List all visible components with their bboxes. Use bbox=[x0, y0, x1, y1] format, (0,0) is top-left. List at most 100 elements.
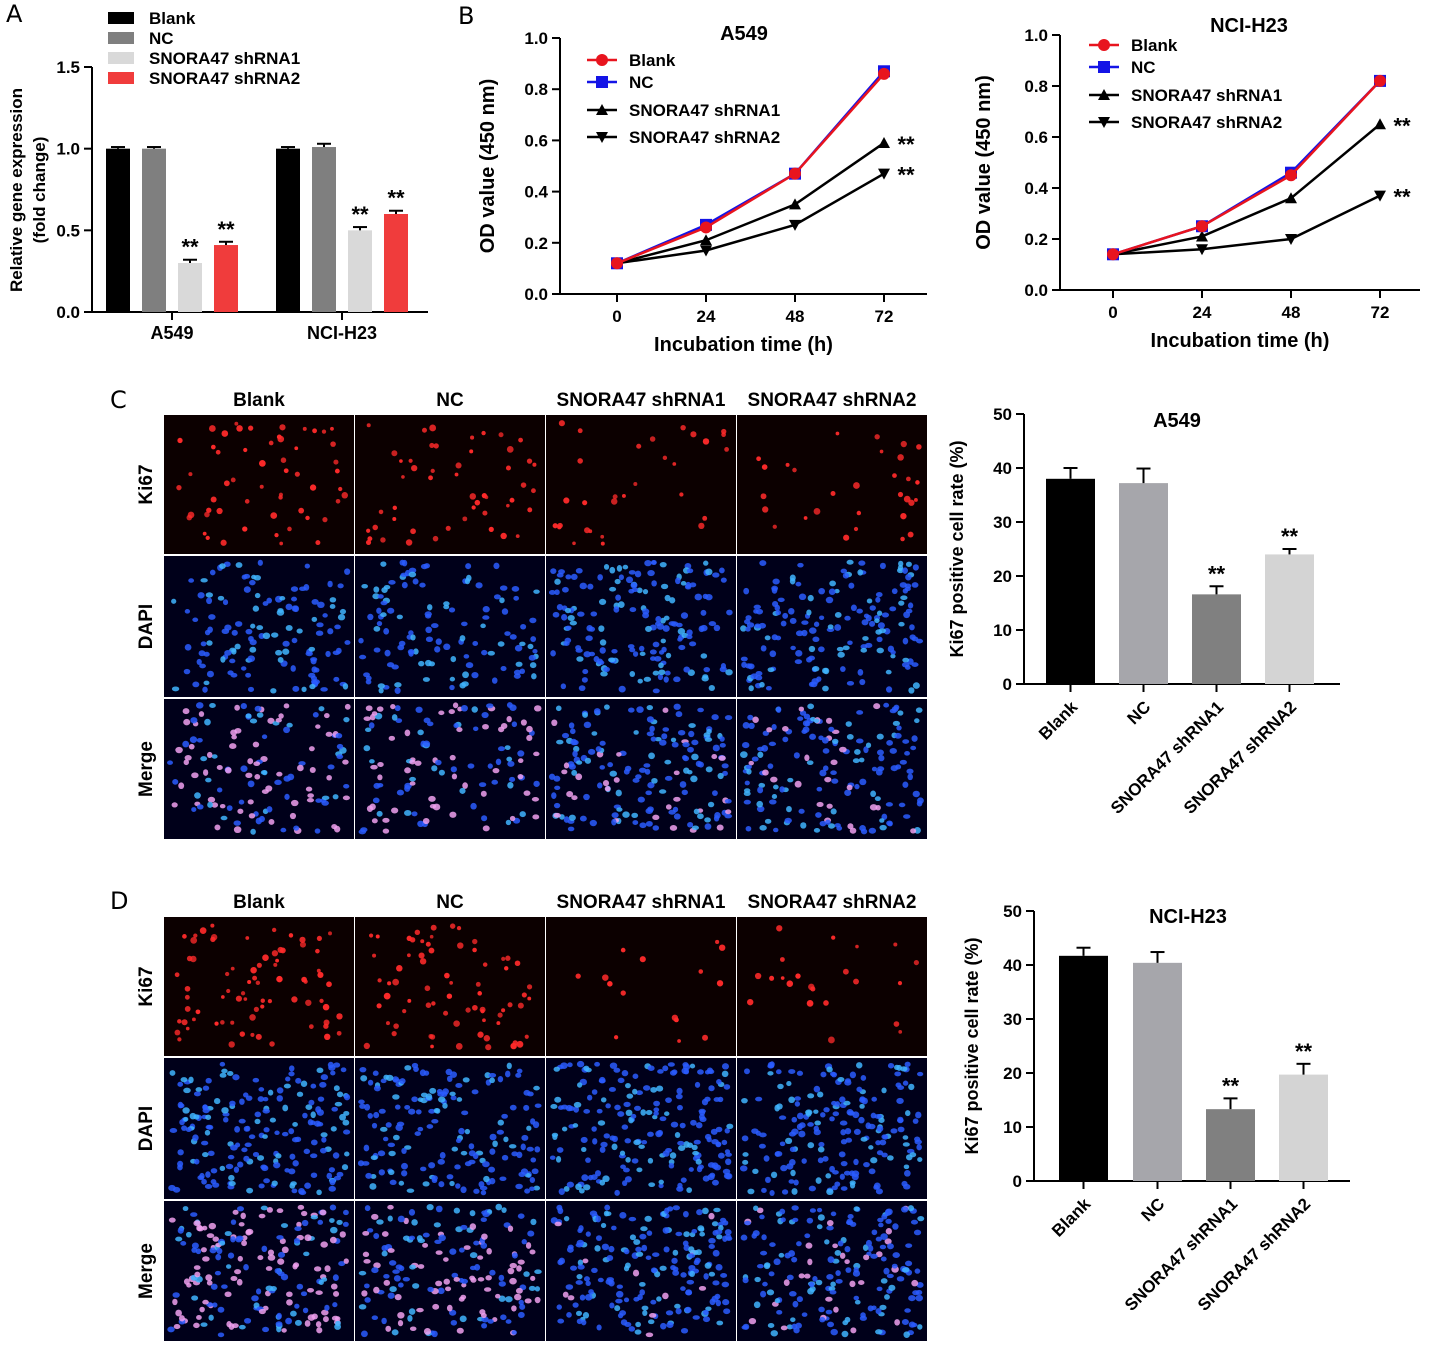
micro-d-nucleus-dot bbox=[324, 1265, 331, 1273]
micro-d-nucleus-dot bbox=[776, 1309, 783, 1315]
micro-d-nucleus-dot bbox=[214, 1270, 222, 1276]
micro-d-nucleus-dot bbox=[212, 1236, 219, 1242]
micro-c-nucleus-dot bbox=[616, 752, 622, 757]
micro-c-nucleus-dot bbox=[854, 783, 860, 790]
micro-c-nucleus-dot bbox=[687, 746, 694, 753]
micro-d-nucleus-dot bbox=[453, 1207, 461, 1214]
micro-c-ki67-dot bbox=[914, 498, 918, 502]
micro-c-nucleus-dot bbox=[702, 674, 709, 679]
micro-d-nucleus-dot bbox=[687, 1253, 696, 1259]
micro-d-nucleus-dot bbox=[668, 1162, 675, 1169]
micro-c-nucleus-dot bbox=[675, 577, 681, 585]
micro-d-nucleus-dot bbox=[741, 1135, 749, 1142]
micro-c-nucleus-dot bbox=[658, 669, 666, 676]
micro-c-nucleus-dot bbox=[759, 681, 765, 688]
micro-c-nucleus-dot bbox=[856, 710, 864, 715]
micro-d-nucleus-dot bbox=[488, 1072, 497, 1078]
micro-d-nucleus-dot bbox=[401, 1147, 407, 1154]
micro-d-nucleus-dot bbox=[419, 1069, 426, 1077]
micro-d-nucleus-dot bbox=[584, 1293, 593, 1301]
chart-b1-series-line-3 bbox=[616, 172, 885, 265]
micro-d-nucleus-dot bbox=[660, 1322, 667, 1330]
micro-d-nucleus-dot bbox=[786, 1081, 792, 1087]
micro-d-nucleus-dot bbox=[267, 1254, 276, 1261]
micro-c-nucleus-dot bbox=[192, 617, 199, 622]
micro-d-ki67-dot bbox=[516, 1040, 524, 1048]
micro-c-nucleus-dot bbox=[745, 615, 752, 621]
micro-d-nucleus-dot bbox=[804, 1233, 811, 1239]
chart-d2-category-0: Blank bbox=[1048, 1194, 1095, 1241]
micro-c-nucleus-dot bbox=[429, 804, 437, 809]
micro-c-nucleus-dot bbox=[311, 598, 319, 605]
micro-d-nucleus-dot bbox=[594, 1061, 601, 1067]
micro-c-nucleus-dot bbox=[652, 670, 660, 676]
micro-c-nucleus-dot bbox=[822, 765, 829, 772]
micro-c-nucleus-dot bbox=[831, 778, 839, 784]
micro-d-nucleus-dot bbox=[769, 1061, 775, 1068]
micro-d-nucleus-dot bbox=[335, 1320, 341, 1327]
micro-c-nucleus-dot bbox=[759, 560, 767, 566]
micro-c-nucleus-dot bbox=[910, 828, 917, 834]
micro-d-nucleus-dot bbox=[169, 1127, 178, 1134]
micro-d-ki67-dot bbox=[407, 953, 411, 958]
micro-d-nucleus-dot bbox=[197, 1225, 204, 1232]
chart-a-bar-1-0 bbox=[276, 148, 300, 312]
micro-d-ki67-dot bbox=[482, 1018, 486, 1023]
micro-c-nucleus-dot bbox=[247, 758, 254, 765]
micro-c-ki67-dot bbox=[915, 480, 920, 485]
micro-d-nucleus-dot bbox=[583, 1276, 590, 1282]
chart-c2-ytick-label-4: 40 bbox=[993, 459, 1012, 478]
micro-d-nucleus-dot bbox=[501, 1207, 507, 1213]
micro-c-nucleus-dot bbox=[380, 612, 387, 618]
micro-d-nucleus-dot bbox=[861, 1097, 868, 1105]
micro-c-nucleus-dot bbox=[864, 642, 873, 649]
micro-d-nucleus-dot bbox=[202, 1256, 210, 1262]
micro-c-nucleus-dot bbox=[371, 711, 378, 716]
micro-d-nucleus-dot bbox=[334, 1101, 343, 1107]
micro-c-nucleus-dot bbox=[857, 669, 864, 676]
micro-c-nucleus-dot bbox=[724, 715, 733, 721]
micro-c-nucleus-dot bbox=[182, 708, 190, 715]
chart-b1-ytick-label-5: 1.0 bbox=[524, 29, 548, 48]
micro-c-nucleus-dot bbox=[609, 770, 618, 777]
micro-d-nucleus-dot bbox=[373, 1286, 380, 1294]
micro-d-nucleus-dot bbox=[497, 1075, 504, 1083]
micro-d-nucleus-dot bbox=[704, 1262, 712, 1269]
micro-c-nucleus-dot bbox=[364, 727, 372, 733]
micro-d-nucleus-dot bbox=[320, 1074, 329, 1081]
micro-d-nucleus-dot bbox=[567, 1295, 575, 1301]
micro-d-nucleus-dot bbox=[449, 1071, 457, 1078]
micro-d-nucleus-dot bbox=[237, 1255, 243, 1262]
micro-c-nucleus-dot bbox=[514, 644, 523, 652]
micro-c-nucleus-dot bbox=[235, 562, 243, 568]
micro-c-nucleus-dot bbox=[704, 737, 713, 742]
chart-b1-point-3-1 bbox=[700, 245, 712, 257]
micro-c-nucleus-dot bbox=[812, 636, 820, 643]
micro-d-nucleus-dot bbox=[633, 1296, 640, 1302]
micro-d-ki67-dot bbox=[482, 962, 488, 967]
chart-b2-point-3-1 bbox=[1196, 244, 1208, 256]
micro-d-nucleus-dot bbox=[827, 1321, 835, 1328]
micro-d-nucleus-dot bbox=[330, 1226, 338, 1234]
micro-d-nucleus-dot bbox=[716, 1234, 723, 1240]
micro-d-nucleus-dot bbox=[205, 1114, 212, 1120]
micro-d-nucleus-dot bbox=[258, 1183, 265, 1189]
micro-c-nucleus-dot bbox=[675, 711, 683, 718]
chart-c2-ytick-label-0: 0 bbox=[1003, 675, 1012, 694]
micro-d-nucleus-dot bbox=[515, 1072, 522, 1078]
chart-c2-ytick-label-2: 20 bbox=[993, 567, 1012, 586]
micro-c-nucleus-dot bbox=[380, 600, 388, 606]
micro-d-nucleus-dot bbox=[474, 1263, 481, 1271]
micro-d-nucleus-dot bbox=[760, 1250, 768, 1256]
micro-c-nucleus-dot bbox=[677, 729, 686, 736]
micro-c-nucleus-dot bbox=[513, 669, 522, 676]
micro-c-nucleus-dot bbox=[505, 819, 512, 826]
micro-c-nucleus-dot bbox=[905, 573, 912, 581]
micro-d-nucleus-dot bbox=[566, 1311, 572, 1318]
micro-c-ki67-dot bbox=[474, 499, 481, 506]
micro-d-ki67-dot bbox=[186, 955, 193, 962]
micro-c-nucleus-dot bbox=[801, 629, 808, 637]
micro-c-nucleus-dot bbox=[769, 650, 777, 658]
micro-d-nucleus-dot bbox=[266, 1207, 273, 1213]
micro-c-nucleus-dot bbox=[487, 650, 495, 656]
